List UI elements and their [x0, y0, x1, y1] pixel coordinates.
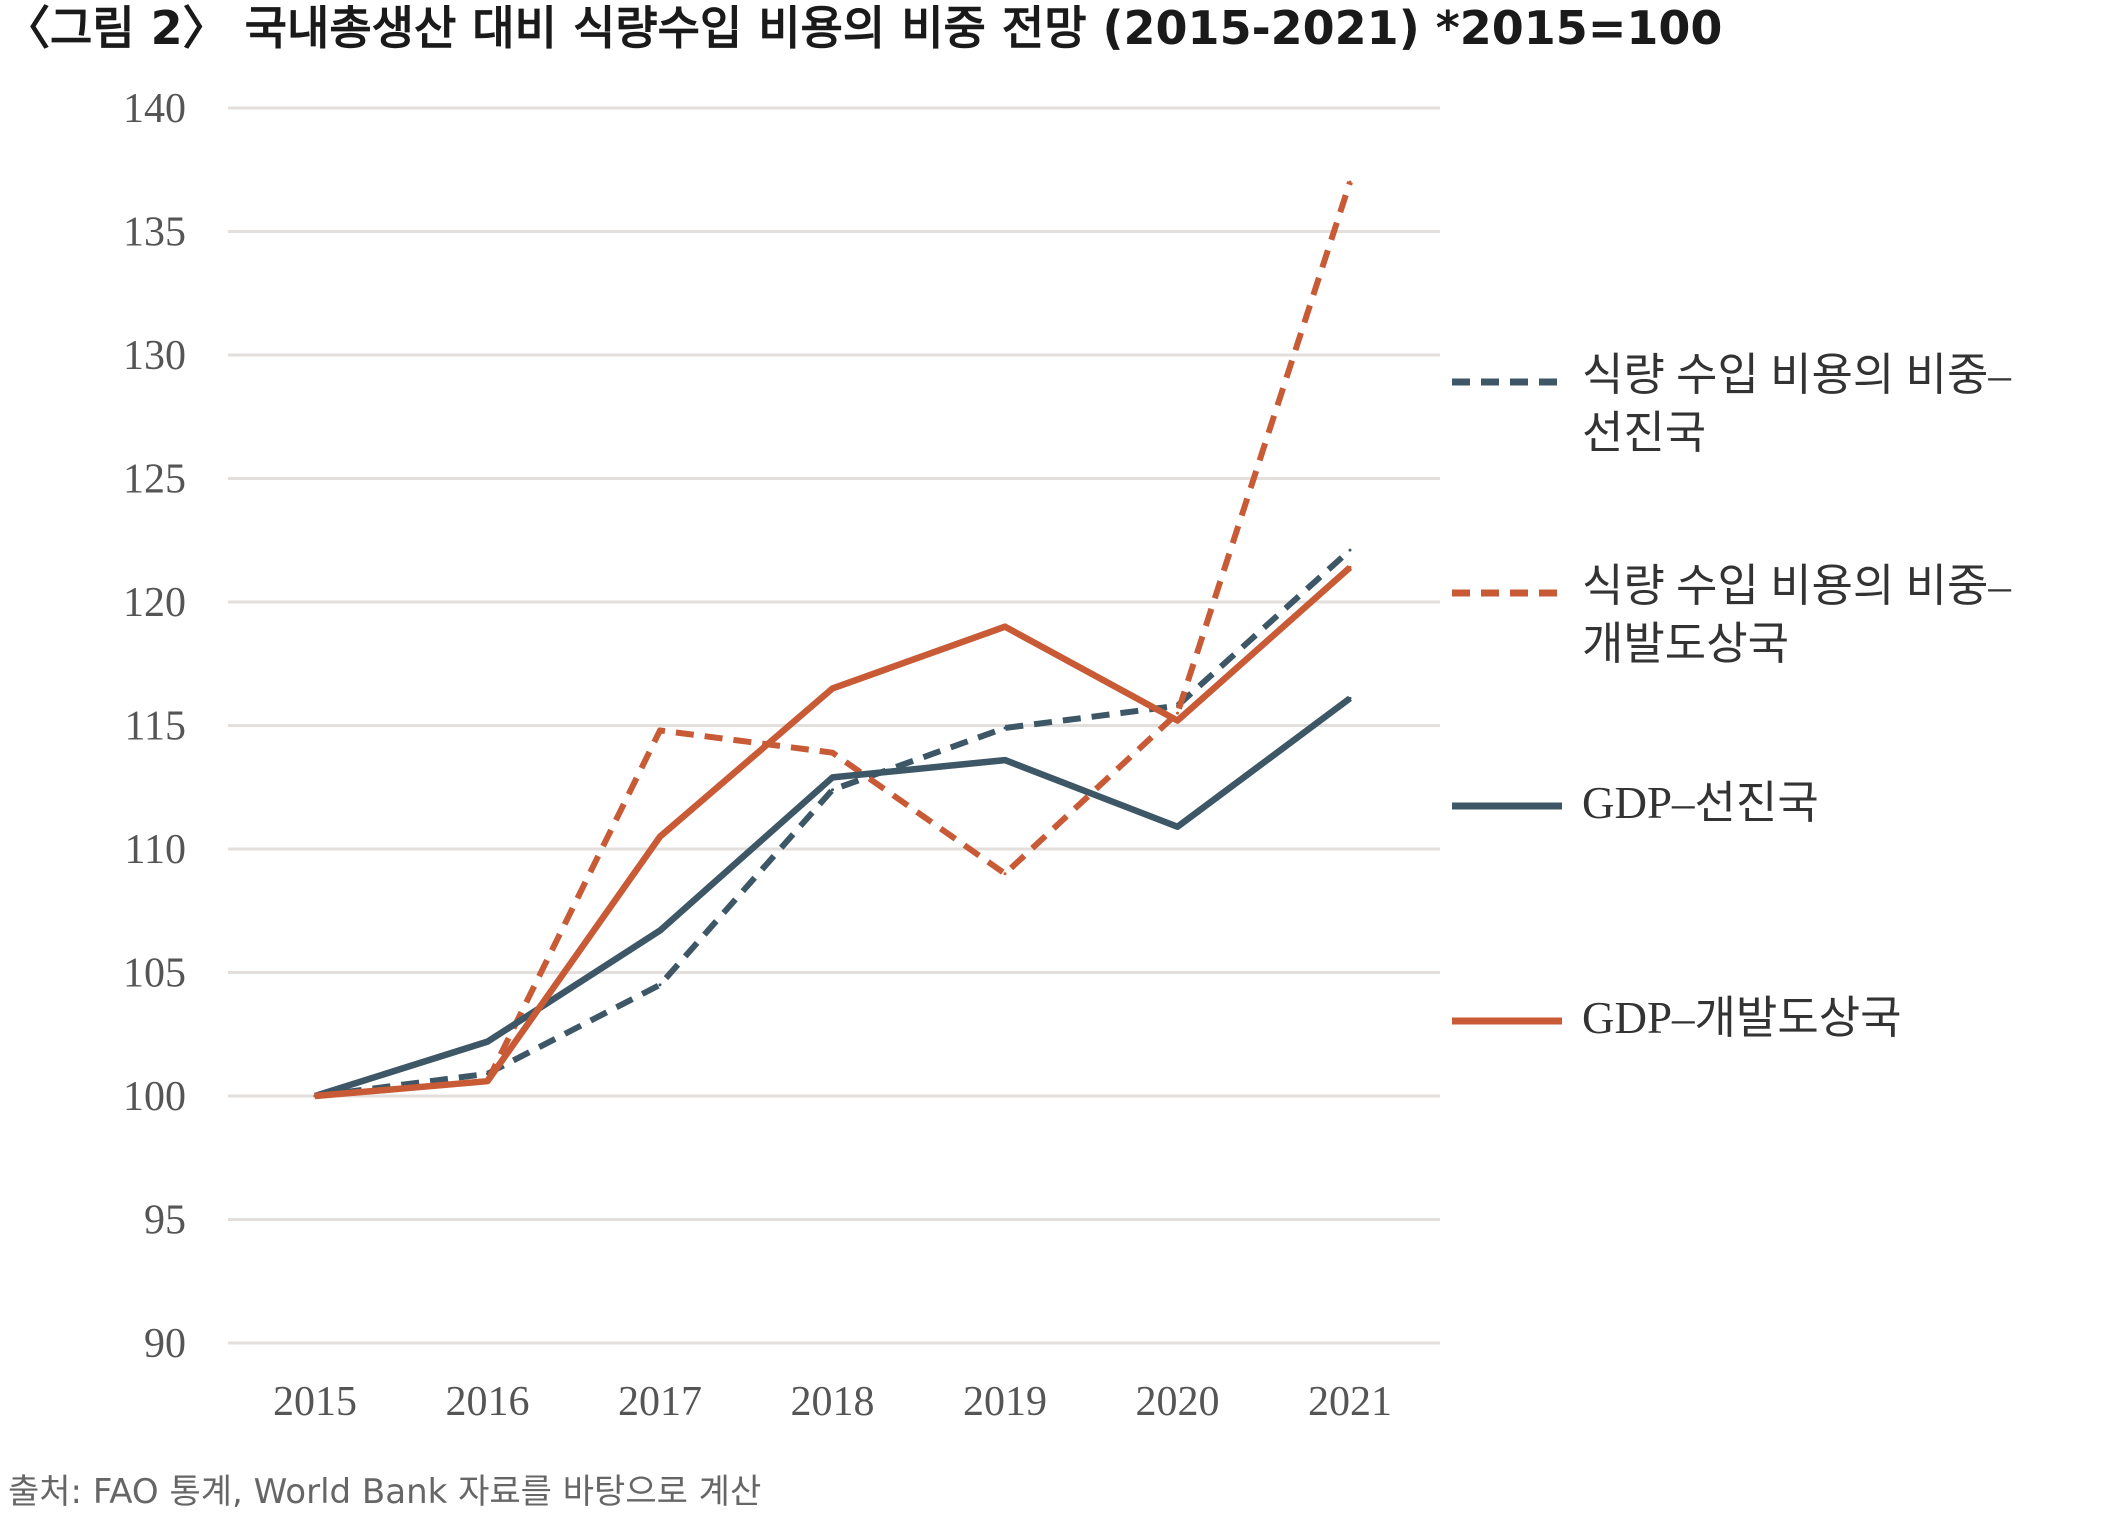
source-note: 출처: FAO 통계, World Bank 자료를 바탕으로 계산	[8, 1472, 762, 1512]
series-line-4	[314, 564, 1353, 1100]
data-point	[658, 983, 662, 987]
data-point	[313, 1094, 317, 1098]
legend-item: 식량 수입 비용의 비중– 선진국	[1452, 350, 2011, 458]
series-line-2	[314, 181, 1353, 1099]
data-point	[1003, 758, 1007, 762]
y-tick-label: 90	[144, 1321, 186, 1367]
data-point	[831, 686, 834, 690]
data-point	[1348, 696, 1352, 700]
y-tick-label: 115	[125, 704, 186, 750]
data-point	[1176, 825, 1179, 829]
x-tick-label: 2019	[963, 1379, 1047, 1425]
y-tick-label: 135	[123, 210, 186, 256]
x-tick-label: 2018	[791, 1379, 875, 1425]
data-point	[486, 1079, 489, 1083]
y-tick-label: 120	[123, 580, 186, 626]
data-point	[1003, 726, 1007, 730]
y-tick-label: 100	[123, 1074, 186, 1120]
x-tick-label: 2015	[273, 1379, 357, 1425]
line-chart: 90 95 100 105 110 115 120 125 130 135 140 2015 2016…	[123, 86, 2011, 1425]
x-tick-label: 2020	[1136, 1379, 1220, 1425]
legend-label: 개발도상국	[1582, 619, 1789, 669]
data-point	[1348, 548, 1352, 552]
figure-title: 〈그림 2〉 국내총생산 대비 식량수입 비용의 비중 전망 (2015-202…	[4, 1, 1723, 55]
y-tick-label: 140	[123, 86, 186, 132]
legend-label: GDP–선진국	[1582, 778, 1819, 828]
y-tick-label: 110	[125, 827, 186, 873]
legend-label: GDP–개발도상국	[1582, 993, 1902, 1043]
legend-item: GDP–선진국	[1452, 778, 1819, 828]
x-tick-label: 2021	[1308, 1379, 1392, 1425]
legend-label: 식량 수입 비용의 비중–	[1582, 561, 2011, 611]
data-point	[486, 1040, 489, 1044]
data-point	[658, 929, 662, 933]
data-point	[831, 751, 834, 755]
legend-item: 식량 수입 비용의 비중– 개발도상국	[1452, 561, 2011, 669]
x-axis-ticks: 2015 2016 2017 2018 2019 2020 2021	[273, 1379, 1392, 1425]
data-point	[831, 775, 834, 779]
y-tick-label: 105	[123, 951, 186, 997]
series-lines	[313, 180, 1353, 1100]
series-line-1	[314, 547, 1353, 1099]
y-axis-ticks: 90 95 100 105 110 115 120 125 130 135 140	[123, 86, 186, 1367]
data-point	[1348, 565, 1352, 569]
x-tick-label: 2017	[618, 1379, 702, 1425]
gridlines	[228, 106, 1440, 1345]
data-point	[1003, 625, 1007, 629]
data-point	[1176, 719, 1179, 723]
data-point	[831, 788, 834, 792]
legend-item: GDP–개발도상국	[1452, 993, 1902, 1043]
x-tick-label: 2016	[446, 1379, 530, 1425]
legend-label: 선진국	[1582, 408, 1706, 458]
data-point	[1348, 180, 1352, 184]
data-point	[1176, 711, 1179, 715]
y-tick-label: 95	[144, 1198, 186, 1244]
series-line-3	[314, 695, 1352, 1100]
data-point	[1003, 872, 1007, 876]
data-point	[658, 728, 662, 732]
legend-label: 식량 수입 비용의 비중–	[1582, 350, 2011, 400]
y-tick-label: 125	[123, 457, 186, 503]
y-tick-label: 130	[123, 333, 186, 379]
data-point	[658, 835, 662, 839]
